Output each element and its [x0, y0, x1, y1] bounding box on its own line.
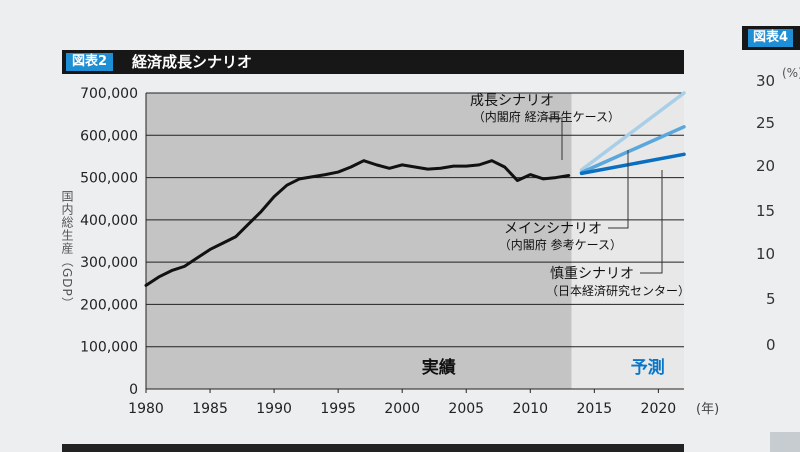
x-tick-label: 2000	[384, 401, 420, 417]
leader-line-main	[608, 150, 629, 229]
y-tick-label: 400,000	[80, 213, 138, 229]
actual-region-label: 実績	[422, 357, 456, 378]
right-axis-tick: 10	[756, 245, 776, 263]
next-figure-banner	[62, 444, 684, 452]
series-line-main	[579, 125, 686, 175]
y-tick-label: 300,000	[80, 255, 138, 271]
right-axis-tick: 25	[756, 114, 776, 132]
annotation-sublabel-main: （内閣府 参考ケース）	[499, 237, 622, 252]
forecast-region	[571, 93, 684, 389]
x-tick-label: 1990	[256, 401, 292, 417]
y-tick-label: 200,000	[80, 297, 138, 313]
right-axis-tick: 5	[766, 290, 776, 308]
right-figure-tag: 図表4	[748, 29, 794, 47]
figure-title: 経済成長シナリオ	[132, 53, 253, 71]
right-axis-tick: 30	[756, 72, 776, 90]
actual-region	[146, 93, 572, 389]
x-axis-unit: (年)	[696, 402, 719, 417]
y-tick-label: 700,000	[80, 86, 138, 102]
leader-line-growth	[542, 117, 563, 160]
right-axis-tick: 20	[756, 157, 776, 175]
x-tick-label: 2020	[641, 401, 677, 417]
annotation-label-main: メインシナリオ	[504, 221, 602, 237]
x-tick-label: 2015	[577, 401, 613, 417]
right-panel-edge	[770, 432, 800, 452]
annotation-label-growth: 成長シナリオ	[470, 93, 554, 109]
y-tick-label: 500,000	[80, 171, 138, 187]
figure-tag: 図表2	[66, 53, 114, 71]
leader-line-conservative	[640, 170, 663, 274]
series-line-actual	[144, 159, 571, 287]
annotation-label-conservative: 慎重シナリオ	[550, 266, 634, 282]
right-axis-tick: 0	[766, 336, 776, 354]
figure-banner	[62, 50, 684, 74]
annotation-sublabel-growth: （内閣府 経済再生ケース）	[473, 109, 620, 124]
y-axis-label: 国内総生産（GDP）	[60, 190, 74, 310]
x-tick-label: 2005	[448, 401, 484, 417]
x-tick-label: 2010	[512, 401, 548, 417]
y-tick-label: 600,000	[80, 128, 138, 144]
x-tick-label: 1980	[128, 401, 164, 417]
x-tick-label: 1985	[192, 401, 228, 417]
forecast-region-label: 予測	[631, 357, 665, 378]
annotation-sublabel-conservative: （日本経済研究センター）	[546, 283, 690, 298]
y-tick-label: 0	[129, 382, 138, 398]
x-tick-label: 1995	[320, 401, 356, 417]
series-line-growth	[579, 91, 686, 172]
right-axis-tick: 15	[756, 202, 776, 220]
series-line-conservative	[579, 152, 686, 176]
y-tick-label: 100,000	[80, 340, 138, 356]
right-axis-unit: (%)	[782, 66, 800, 80]
